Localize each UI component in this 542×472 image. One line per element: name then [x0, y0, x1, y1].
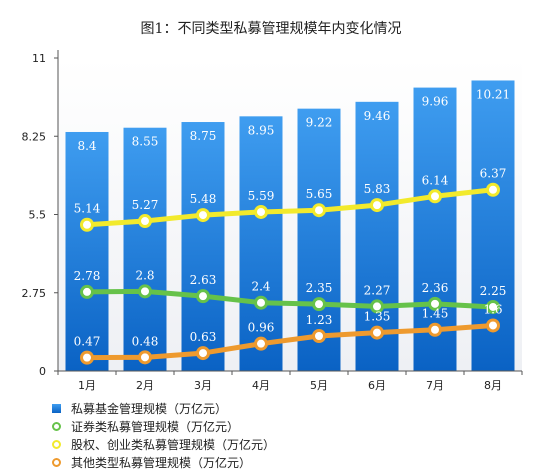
data-point [486, 182, 500, 197]
point-value-label: 0.47 [74, 335, 101, 349]
bar [181, 122, 225, 371]
data-point [138, 214, 152, 229]
point-value-label: 5.14 [74, 202, 101, 216]
data-point [312, 329, 326, 344]
data-point [196, 289, 210, 304]
point-value-label: 6.37 [480, 167, 507, 181]
point-value-label: 2.8 [135, 268, 154, 282]
bar [123, 127, 167, 371]
data-point [486, 318, 500, 333]
point-value-label: 5.48 [190, 192, 217, 206]
point-value-label: 2.4 [251, 280, 270, 294]
legend-label: 其他类型私募管理规模（万亿元） [71, 455, 252, 470]
point-value-label: 0.48 [132, 334, 159, 348]
point-value-label: 2.35 [306, 281, 333, 295]
bar-value-label: 9.22 [306, 116, 333, 130]
legend-item-equity-vc: 股权、创业类私募管理规模（万亿元） [52, 435, 275, 453]
data-point [254, 336, 268, 351]
point-value-label: 2.25 [480, 284, 507, 298]
data-point [80, 217, 94, 232]
x-tick-label: 6月 [368, 379, 386, 392]
data-point [428, 322, 442, 337]
data-point [254, 204, 268, 219]
y-tick-label: 2.75 [22, 287, 47, 300]
legend-label: 私募基金管理规模（万亿元） [71, 401, 228, 416]
bar-value-label: 9.96 [422, 95, 449, 109]
series-line [84, 322, 496, 361]
legend-ring-marker [52, 457, 61, 467]
bar-value-label: 9.46 [364, 109, 391, 123]
x-tick-label: 7月 [426, 379, 444, 392]
data-point [370, 325, 384, 340]
bar-value-label: 10.21 [476, 87, 510, 101]
x-tick-label: 3月 [194, 379, 212, 392]
point-value-label: 1.35 [364, 310, 391, 324]
y-tick-label: 11 [32, 52, 46, 65]
series-line [84, 288, 496, 310]
x-tick-label: 8月 [484, 379, 502, 392]
point-value-label: 2.27 [364, 283, 391, 297]
data-point [370, 198, 384, 213]
legend-ring-marker [52, 421, 61, 431]
y-tick-label: 8.25 [22, 130, 47, 143]
point-value-label: 1.6 [483, 302, 502, 316]
data-point [428, 189, 442, 204]
point-value-label: 0.96 [248, 321, 275, 335]
point-value-label: 1.23 [306, 313, 333, 327]
bar [239, 116, 283, 371]
data-point [196, 208, 210, 223]
bar [65, 131, 109, 371]
point-value-label: 5.83 [364, 182, 391, 196]
legend: 私募基金管理规模（万亿元） 证券类私募管理规模（万亿元） 股权、创业类私募管理规… [52, 399, 275, 471]
x-tick-label: 4月 [252, 379, 270, 392]
point-value-label: 2.63 [190, 273, 217, 287]
data-point [312, 297, 326, 312]
chart-title: 图1：不同类型私募管理规模年内变化情况 [140, 21, 402, 37]
data-point [486, 299, 500, 314]
data-point [428, 296, 442, 311]
chart: 8.4 8.55 8.75 8.95 9.22 9.46 9.96 10.21 2.78 2.8 2… [22, 50, 523, 392]
y-tick-label: 0 [39, 365, 46, 378]
bar-value-label: 8.75 [190, 129, 217, 143]
legend-item-other: 其他类型私募管理规模（万亿元） [52, 453, 275, 471]
point-value-label: 0.63 [190, 330, 217, 344]
bar-value-label: 8.55 [132, 135, 159, 149]
data-point [138, 284, 152, 299]
legend-ring-marker [52, 439, 61, 449]
data-point [254, 295, 268, 310]
point-value-label: 2.36 [422, 281, 449, 295]
legend-item-securities: 证券类私募管理规模（万亿元） [52, 417, 275, 435]
data-point [80, 284, 94, 299]
x-tick-label: 2月 [136, 379, 154, 392]
y-tick-label: 5.5 [29, 209, 47, 222]
legend-label: 股权、创业类私募管理规模（万亿元） [71, 437, 276, 452]
point-value-label: 5.27 [132, 198, 159, 212]
data-point [370, 299, 384, 314]
data-point [196, 346, 210, 361]
point-value-label: 2.78 [74, 269, 101, 283]
bar-value-label: 8.95 [248, 123, 275, 137]
data-point [312, 203, 326, 218]
legend-square-marker [52, 403, 61, 413]
data-point [80, 350, 94, 365]
bar-value-label: 8.4 [77, 139, 96, 153]
x-tick-label: 5月 [310, 379, 328, 392]
series-line [84, 187, 496, 228]
data-point [138, 350, 152, 365]
point-value-label: 5.65 [306, 187, 333, 201]
point-value-label: 5.59 [248, 189, 275, 203]
legend-item-private-fund: 私募基金管理规模（万亿元） [52, 399, 275, 417]
legend-label: 证券类私募管理规模（万亿元） [71, 419, 240, 434]
point-value-label: 6.14 [422, 173, 449, 187]
point-value-label: 1.45 [422, 307, 449, 321]
bar [297, 108, 341, 371]
x-tick-label: 1月 [78, 379, 96, 392]
